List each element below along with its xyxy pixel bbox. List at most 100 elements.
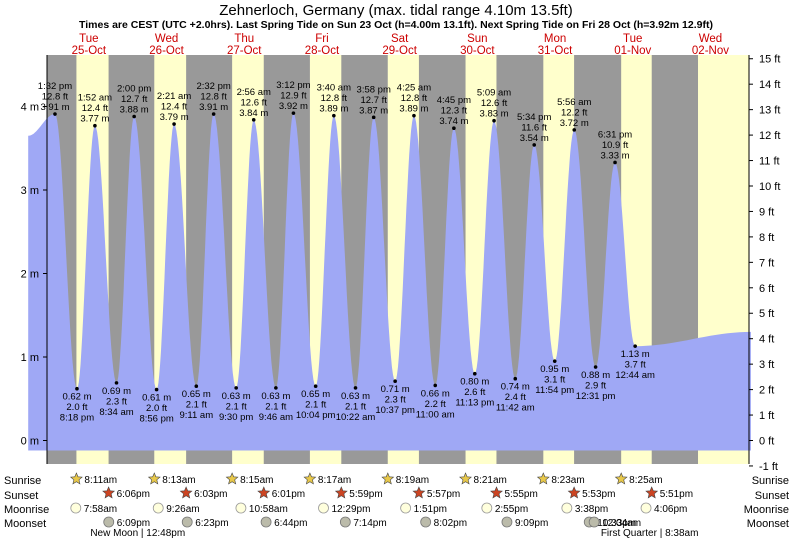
tide-label-12-ft: 12.9 ft: [280, 91, 307, 102]
moonset-time-2: 6:44pm: [274, 518, 307, 529]
right-tick-label-16: 15 ft: [759, 54, 780, 66]
tide-point-19: [433, 383, 438, 388]
moonrise-time-4: 1:51pm: [414, 504, 447, 515]
tide-label-4-time: 2:00 pm: [117, 84, 151, 95]
sunset-icon-0: [102, 486, 116, 499]
chart-title: Zehnerloch, Germany (max. tidal range 4.…: [219, 2, 573, 19]
sunrise-icon-2: [225, 472, 239, 485]
tide-label-28-m: 3.33 m: [601, 150, 630, 161]
tide-label-27-m: 0.88 m: [581, 370, 610, 381]
sunrise-time-2: 8:15am: [240, 475, 273, 486]
moonset-time-3: 7:14pm: [353, 518, 386, 529]
tide-point-18: [412, 113, 416, 118]
sunset-time-3: 5:59pm: [349, 489, 382, 500]
right-tick-label-5: 4 ft: [759, 334, 774, 346]
tide-label-20-ft: 12.3 ft: [441, 106, 468, 117]
tide-point-28: [613, 160, 617, 165]
tide-label-23-time: 11:42 am: [496, 403, 535, 414]
tide-label-5-time: 8:56 pm: [139, 414, 173, 425]
tide-point-29: [633, 344, 637, 348]
tide-label-10-m: 3.84 m: [239, 108, 268, 119]
tide-label-23-m: 0.74 m: [501, 382, 530, 393]
sunrise-icon-5: [459, 472, 472, 485]
right-tick-label-2: 1 ft: [759, 410, 774, 422]
tide-point-9: [234, 386, 238, 390]
tide-point-27: [593, 365, 598, 369]
tide-label-18-m: 3.89 m: [399, 104, 428, 115]
tide-label-21-time: 11:13 pm: [455, 398, 494, 409]
tide-label-19-m: 0.66 m: [421, 388, 450, 399]
tide-label-14-time: 3:40 am: [317, 83, 351, 94]
tide-label-26-time: 5:56 am: [557, 97, 591, 108]
tide-point-4: [132, 114, 136, 119]
tide-point-7: [194, 384, 199, 389]
tide-point-22: [492, 118, 496, 123]
tide-label-14-m: 3.89 m: [319, 104, 348, 115]
right-tick-label-14: 13 ft: [759, 105, 780, 117]
tide-point-21: [472, 371, 477, 376]
tide-point-0: [53, 112, 57, 116]
day-headers: Tue25-OctWed26-OctThu27-OctFri28-OctSat2…: [72, 33, 730, 57]
tide-label-28-time: 6:31 pm: [598, 129, 632, 140]
tide-label-22-ft: 12.6 ft: [481, 98, 508, 109]
moonrise-time-5: 2:55pm: [495, 504, 528, 515]
tide-point-10: [251, 118, 256, 122]
row-label-right-sunset: Sunset: [755, 490, 789, 502]
day-date-2: 27-Oct: [227, 45, 262, 57]
tide-label-17-time: 10:37 pm: [375, 405, 415, 416]
chart-subtitle: Times are CEST (UTC +2.0hrs). Last Sprin…: [79, 19, 713, 31]
moonset-icon-3: [339, 516, 351, 528]
sunrise-time-1: 8:13am: [162, 475, 195, 486]
tide-label-10-ft: 12.6 ft: [241, 97, 268, 108]
tide-point-17: [393, 379, 397, 384]
moonrise-time-3: 12:29pm: [332, 504, 371, 515]
tide-label-22-m: 3.83 m: [480, 109, 509, 120]
left-tick-label-1: 1 m: [21, 352, 39, 364]
moonset-time-5: 9:09pm: [515, 518, 548, 529]
day-date-7: 01-Nov: [614, 45, 651, 57]
row-label-left-moonset: Moonset: [4, 518, 46, 530]
sunrise-icon-1: [147, 472, 161, 485]
tide-label-2-m: 3.77 m: [80, 114, 109, 125]
sunset-time-5: 5:55pm: [504, 489, 537, 500]
row-label-left-sunset: Sunset: [4, 490, 38, 502]
tide-label-7-m: 0.65 m: [182, 389, 211, 400]
tide-label-27-ft: 2.9 ft: [585, 381, 606, 392]
tide-label-1-m: 0.62 m: [62, 392, 91, 403]
moonset-icon-2: [260, 516, 272, 528]
tide-label-21-ft: 2.6 ft: [464, 387, 485, 398]
sunrise-icon-0: [69, 472, 83, 485]
moonset-icon-4: [420, 516, 432, 528]
tide-label-13-ft: 2.1 ft: [305, 400, 326, 411]
tide-label-15-ft: 2.1 ft: [345, 401, 366, 412]
tide-point-13: [313, 384, 318, 389]
sunset-icon-4: [412, 486, 426, 499]
right-tick-label-15: 14 ft: [759, 79, 780, 91]
tide-label-29-ft: 3.7 ft: [625, 360, 646, 371]
tide-label-24-m: 3.54 m: [520, 133, 549, 144]
sunrise-time-0: 8:11am: [84, 475, 117, 486]
day-name-7: Tue: [623, 33, 642, 45]
tide-point-16: [371, 115, 376, 120]
sunset-icon-5: [490, 486, 503, 499]
day-date-1: 26-Oct: [149, 45, 184, 57]
tide-point-26: [572, 128, 577, 132]
sunset-time-4: 5:57pm: [427, 489, 460, 500]
tide-label-27-time: 12:31 pm: [576, 391, 616, 402]
sunrise-icon-7: [614, 472, 628, 485]
tide-label-26-ft: 12.2 ft: [561, 107, 588, 118]
sunset-time-6: 5:53pm: [582, 489, 615, 500]
tide-label-22-time: 5:09 am: [477, 88, 511, 99]
tide-label-5-m: 0.61 m: [142, 393, 171, 404]
left-tick-label-0: 0 m: [21, 436, 39, 448]
sunset-time-0: 6:06pm: [117, 489, 150, 500]
day-date-6: 31-Oct: [538, 45, 573, 57]
tide-point-25: [552, 359, 557, 363]
moon-phase-0: New Moon | 12:48pm: [90, 528, 185, 539]
tide-label-25-time: 11:54 pm: [535, 385, 574, 396]
moonrise-icon-4: [400, 502, 412, 514]
tide-label-8-m: 3.91 m: [199, 102, 228, 113]
tide-label-10-time: 2:56 am: [237, 87, 271, 98]
moonrise-icon-1: [152, 502, 164, 514]
right-tick-label-1: 0 ft: [759, 436, 774, 448]
